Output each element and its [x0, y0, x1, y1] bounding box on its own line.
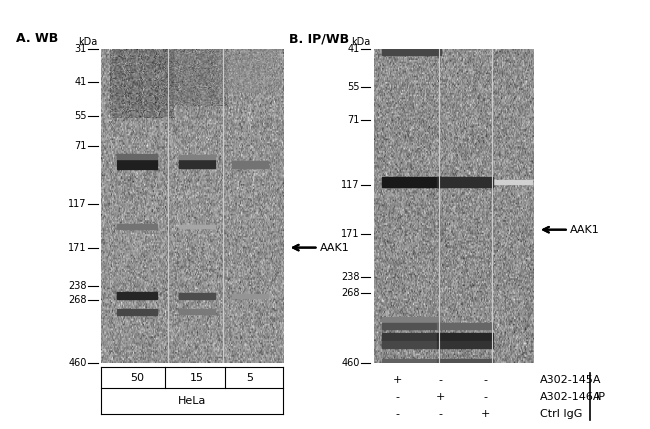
Text: 50: 50 [130, 372, 144, 383]
Text: 55: 55 [347, 82, 359, 92]
Text: 5: 5 [246, 372, 254, 383]
Text: -: - [396, 392, 400, 402]
Text: 268: 268 [341, 287, 359, 298]
Bar [382, 323, 441, 329]
Text: 171: 171 [68, 243, 86, 253]
Bar [382, 360, 441, 366]
Text: HeLa: HeLa [177, 396, 206, 406]
Text: 460: 460 [68, 357, 86, 368]
Bar [382, 333, 441, 340]
Text: 117: 117 [68, 199, 86, 208]
Bar [232, 161, 268, 168]
Text: 171: 171 [341, 230, 359, 239]
Text: AAK1: AAK1 [570, 225, 600, 235]
Text: 268: 268 [68, 295, 86, 305]
Text: +: + [436, 392, 445, 402]
Text: 71: 71 [347, 115, 359, 125]
Text: 31: 31 [74, 44, 86, 54]
Bar [117, 154, 157, 159]
Bar [382, 177, 441, 187]
Bar [382, 43, 441, 55]
Text: 41: 41 [347, 44, 359, 54]
Text: 55: 55 [74, 111, 86, 121]
Bar [179, 155, 215, 160]
Text: IP: IP [595, 392, 605, 402]
Text: 238: 238 [341, 272, 359, 282]
Bar [179, 225, 215, 228]
Bar [382, 317, 441, 323]
Text: -: - [396, 409, 400, 419]
Text: -: - [439, 409, 443, 419]
Text: AAK1: AAK1 [320, 243, 350, 253]
Text: 238: 238 [68, 281, 86, 291]
Text: Ctrl IgG: Ctrl IgG [540, 409, 582, 419]
Text: A302-145A: A302-145A [540, 375, 601, 385]
Bar [437, 341, 493, 348]
Bar [179, 160, 215, 169]
Text: kDa: kDa [78, 37, 98, 47]
Bar [437, 178, 493, 187]
Text: -: - [439, 375, 443, 385]
Bar [117, 308, 157, 315]
Text: B. IP/WB: B. IP/WB [289, 32, 349, 45]
Text: 71: 71 [74, 141, 86, 151]
Text: kDa: kDa [351, 37, 370, 47]
Text: +: + [480, 409, 490, 419]
Text: 117: 117 [341, 180, 359, 190]
Text: A302-146A: A302-146A [540, 392, 601, 402]
Bar [117, 293, 157, 299]
Bar [117, 160, 157, 169]
Bar [179, 293, 215, 299]
Text: -: - [483, 392, 488, 402]
Bar [437, 333, 493, 340]
Bar [382, 341, 441, 348]
Text: 15: 15 [190, 372, 204, 383]
Bar [437, 323, 493, 329]
Bar [179, 309, 215, 314]
Text: 41: 41 [74, 77, 86, 87]
Bar [117, 224, 157, 229]
Text: -: - [483, 375, 488, 385]
Text: A. WB: A. WB [16, 32, 58, 45]
Text: 460: 460 [341, 357, 359, 368]
Bar [490, 180, 533, 184]
Text: +: + [393, 375, 402, 385]
Bar [437, 360, 493, 366]
Bar [232, 293, 268, 298]
